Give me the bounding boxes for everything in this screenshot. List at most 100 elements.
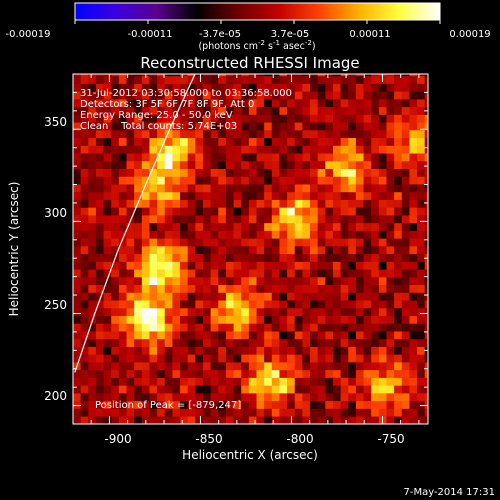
- heatmap-cell: [126, 315, 135, 324]
- heatmap-cell: [332, 277, 341, 286]
- heatmap-cell: [378, 307, 387, 316]
- heatmap-cell: [202, 292, 211, 301]
- heatmap-cell: [118, 346, 127, 355]
- heatmap-cell: [202, 137, 211, 146]
- heatmap-cell: [340, 99, 349, 108]
- heatmap-cell: [340, 300, 349, 309]
- heatmap-cell: [317, 323, 326, 332]
- heatmap-cell: [417, 91, 426, 100]
- colorbar-ticks: [74, 20, 441, 24]
- heatmap-cell: [424, 230, 428, 239]
- heatmap-cell: [302, 130, 311, 139]
- heatmap-cell: [210, 416, 219, 424]
- heatmap-cell: [417, 338, 426, 347]
- heatmap-cell: [317, 130, 326, 139]
- heatmap-cell: [279, 253, 288, 262]
- heatmap-cell: [325, 184, 334, 193]
- heatmap-cell: [134, 91, 143, 100]
- heatmap-cell: [157, 416, 166, 424]
- heatmap-cell: [241, 207, 250, 216]
- heatmap-cell: [409, 222, 418, 231]
- heatmap-cell: [302, 277, 311, 286]
- heatmap-cell: [210, 354, 219, 363]
- heatmap-cell: [332, 222, 341, 231]
- heatmap-cell: [279, 130, 288, 139]
- heatmap-cell: [202, 114, 211, 123]
- heatmap-cell: [164, 300, 173, 309]
- heatmap-cell: [225, 215, 234, 224]
- heatmap-cell: [141, 176, 150, 185]
- heatmap-cell: [264, 75, 273, 84]
- heatmap-cell: [317, 184, 326, 193]
- heatmap-cell: [88, 191, 97, 200]
- heatmap-cell: [279, 137, 288, 146]
- heatmap-cell: [325, 153, 334, 162]
- heatmap-cell: [187, 323, 196, 332]
- heatmap-cell: [378, 346, 387, 355]
- heatmap-cell: [80, 75, 89, 84]
- heatmap-cell: [287, 184, 296, 193]
- heatmap-cell: [141, 307, 150, 316]
- heatmap-cell: [386, 106, 395, 115]
- heatmap-cell: [271, 230, 280, 239]
- heatmap-cell: [141, 369, 150, 378]
- heatmap-cell: [149, 284, 158, 293]
- heatmap-cell: [126, 346, 135, 355]
- heatmap-cell: [202, 369, 211, 378]
- heatmap-cell: [287, 114, 296, 123]
- heatmap-cell: [202, 354, 211, 363]
- heatmap-cell: [218, 377, 227, 386]
- heatmap-cell: [88, 91, 97, 100]
- heatmap-cell: [210, 83, 219, 92]
- heatmap-cell: [195, 269, 204, 278]
- heatmap-cell: [417, 354, 426, 363]
- heatmap-cell: [126, 354, 135, 363]
- heatmap-cell: [417, 168, 426, 177]
- heatmap-cell: [172, 307, 181, 316]
- heatmap-cell: [172, 74, 181, 77]
- heatmap-cell: [371, 362, 380, 371]
- heatmap-cell: [317, 385, 326, 394]
- heatmap-cell: [172, 176, 181, 185]
- heatmap-cell: [417, 292, 426, 301]
- heatmap-cell: [187, 300, 196, 309]
- heatmap-cell: [248, 137, 257, 146]
- heatmap-cell: [256, 385, 265, 394]
- x-tick-label: -850: [195, 432, 222, 446]
- heatmap-cell: [103, 277, 112, 286]
- heatmap-cell: [202, 199, 211, 208]
- heatmap-cell: [111, 369, 120, 378]
- heatmap-cell: [111, 416, 120, 424]
- heatmap-cell: [287, 315, 296, 324]
- heatmap-cell: [73, 331, 81, 340]
- heatmap-cell: [325, 277, 334, 286]
- heatmap-cell: [248, 315, 257, 324]
- heatmap-cell: [233, 416, 242, 424]
- heatmap-cell: [248, 191, 257, 200]
- heatmap-cell: [149, 215, 158, 224]
- heatmap-cell: [409, 300, 418, 309]
- heatmap-cell: [225, 137, 234, 146]
- heatmap-cell: [378, 207, 387, 216]
- heatmap-cell: [371, 393, 380, 402]
- heatmap-cell: [202, 261, 211, 270]
- heatmap-cell: [348, 377, 357, 386]
- heatmap-cell: [363, 215, 372, 224]
- heatmap-cell: [164, 369, 173, 378]
- heatmap-cell: [195, 416, 204, 424]
- heatmap-cell: [95, 307, 104, 316]
- heatmap-cell: [317, 307, 326, 316]
- heatmap-cell: [363, 184, 372, 193]
- heatmap-cell: [302, 168, 311, 177]
- heatmap-cell: [401, 416, 410, 424]
- heatmap-cell: [233, 75, 242, 84]
- heatmap-cell: [424, 416, 428, 424]
- heatmap-cell: [363, 83, 372, 92]
- heatmap-cell: [225, 300, 234, 309]
- heatmap-cell: [417, 106, 426, 115]
- heatmap-cell: [256, 215, 265, 224]
- heatmap-cell: [225, 362, 234, 371]
- heatmap-cell: [417, 176, 426, 185]
- heatmap-cell: [126, 400, 135, 409]
- heatmap-cell: [103, 160, 112, 169]
